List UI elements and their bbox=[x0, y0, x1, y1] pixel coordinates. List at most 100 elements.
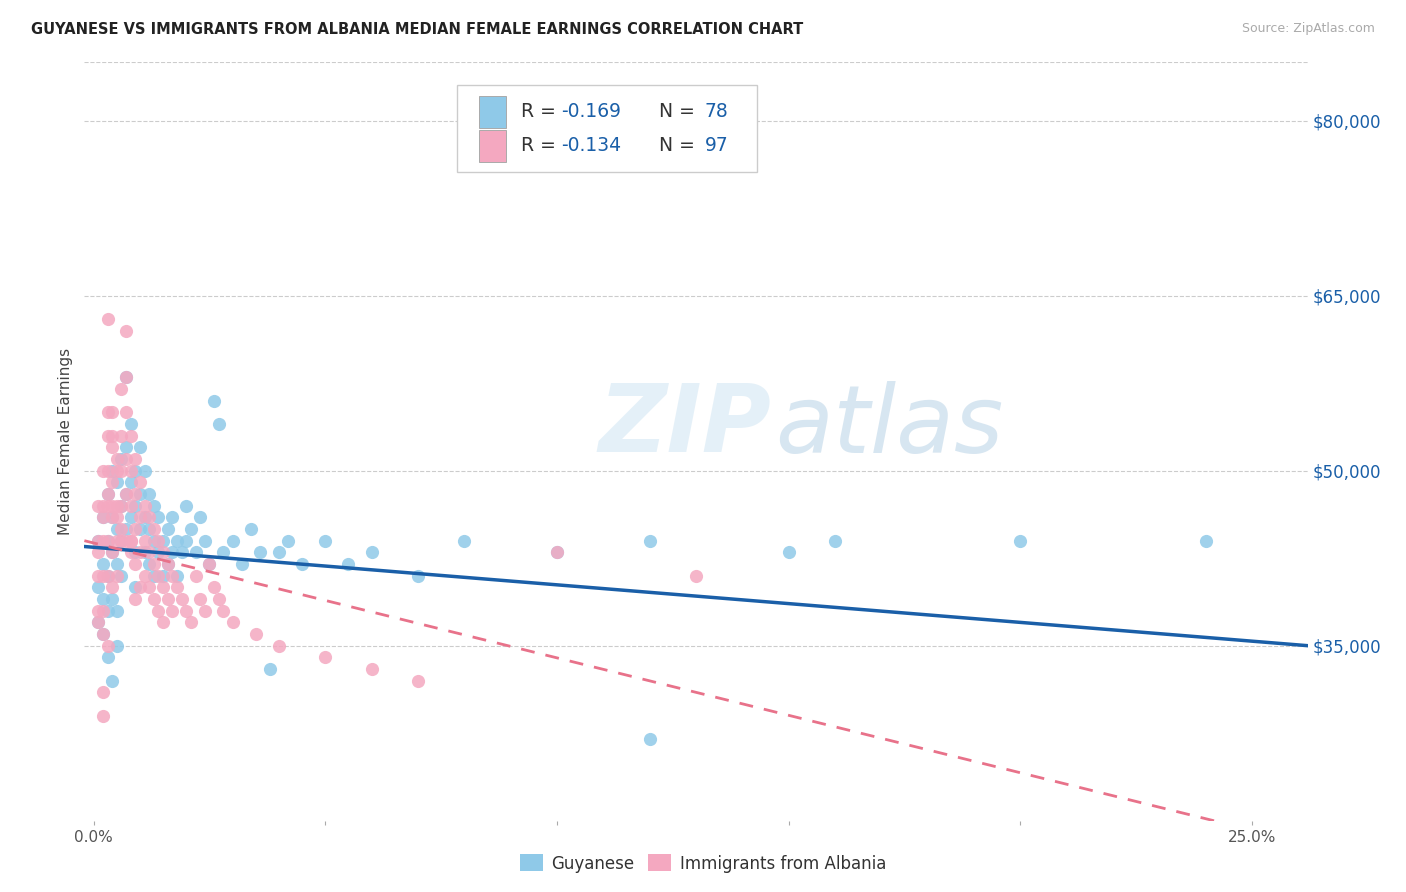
Point bbox=[120, 417, 142, 431]
Point bbox=[101, 592, 124, 607]
Point bbox=[124, 522, 146, 536]
FancyBboxPatch shape bbox=[479, 95, 506, 128]
Point bbox=[96, 568, 118, 582]
Point bbox=[87, 580, 110, 594]
Point bbox=[142, 592, 165, 607]
Point bbox=[115, 487, 138, 501]
Point bbox=[314, 533, 336, 548]
Point bbox=[188, 592, 211, 607]
Point bbox=[134, 545, 156, 559]
Text: N =: N = bbox=[641, 136, 700, 155]
Point bbox=[87, 604, 110, 618]
Point bbox=[129, 510, 152, 524]
Point bbox=[277, 533, 299, 548]
Point bbox=[148, 568, 170, 582]
Y-axis label: Median Female Earnings: Median Female Earnings bbox=[58, 348, 73, 535]
Point bbox=[406, 568, 429, 582]
Point bbox=[174, 499, 197, 513]
Point bbox=[105, 557, 128, 571]
Point bbox=[87, 615, 110, 630]
Point bbox=[101, 510, 124, 524]
Point bbox=[245, 627, 267, 641]
Point bbox=[101, 405, 124, 419]
Point bbox=[314, 650, 336, 665]
Point bbox=[152, 580, 174, 594]
Point bbox=[91, 627, 114, 641]
Point bbox=[824, 533, 846, 548]
Point bbox=[198, 557, 221, 571]
Point bbox=[221, 533, 243, 548]
Point bbox=[202, 580, 225, 594]
Point bbox=[638, 731, 661, 746]
Point bbox=[156, 557, 179, 571]
Text: 97: 97 bbox=[704, 136, 728, 155]
Point bbox=[360, 662, 382, 676]
Point bbox=[124, 580, 146, 594]
Point bbox=[360, 545, 382, 559]
Point bbox=[249, 545, 271, 559]
Point bbox=[453, 533, 475, 548]
Point bbox=[152, 533, 174, 548]
Point bbox=[166, 568, 188, 582]
Point bbox=[115, 522, 138, 536]
Point bbox=[546, 545, 568, 559]
Point bbox=[87, 568, 110, 582]
Point bbox=[129, 487, 152, 501]
Point bbox=[91, 510, 114, 524]
Point bbox=[134, 568, 156, 582]
Point bbox=[259, 662, 281, 676]
Point bbox=[110, 382, 132, 396]
Point bbox=[152, 615, 174, 630]
Point bbox=[115, 370, 138, 384]
Point bbox=[96, 568, 118, 582]
Point bbox=[110, 464, 132, 478]
Point bbox=[91, 592, 114, 607]
Text: ZIP: ZIP bbox=[598, 380, 770, 473]
Point bbox=[1010, 533, 1032, 548]
Point bbox=[115, 441, 138, 455]
Point bbox=[1195, 533, 1218, 548]
Point bbox=[134, 464, 156, 478]
FancyBboxPatch shape bbox=[479, 130, 506, 161]
Point bbox=[110, 452, 132, 467]
Point bbox=[96, 499, 118, 513]
Point bbox=[115, 324, 138, 338]
Point bbox=[101, 510, 124, 524]
Point bbox=[105, 452, 128, 467]
Point bbox=[124, 557, 146, 571]
Point bbox=[115, 487, 138, 501]
Point bbox=[120, 533, 142, 548]
Point bbox=[110, 533, 132, 548]
Point bbox=[406, 673, 429, 688]
Point bbox=[124, 464, 146, 478]
Point bbox=[174, 604, 197, 618]
Point bbox=[156, 522, 179, 536]
Point bbox=[198, 557, 221, 571]
Point bbox=[105, 568, 128, 582]
Point bbox=[105, 499, 128, 513]
Point bbox=[138, 510, 160, 524]
Point bbox=[87, 499, 110, 513]
Point bbox=[120, 510, 142, 524]
Point bbox=[638, 533, 661, 548]
Point bbox=[96, 639, 118, 653]
Point bbox=[96, 487, 118, 501]
Point bbox=[180, 615, 202, 630]
Point bbox=[87, 533, 110, 548]
Text: 78: 78 bbox=[704, 103, 728, 121]
Point bbox=[162, 510, 184, 524]
Point bbox=[129, 522, 152, 536]
Point bbox=[184, 545, 207, 559]
Point bbox=[194, 533, 217, 548]
Point bbox=[105, 464, 128, 478]
Point bbox=[91, 604, 114, 618]
Point bbox=[120, 464, 142, 478]
Point bbox=[184, 568, 207, 582]
Text: -0.134: -0.134 bbox=[561, 136, 621, 155]
Point bbox=[115, 452, 138, 467]
Point bbox=[212, 545, 235, 559]
Point bbox=[337, 557, 360, 571]
Point bbox=[138, 580, 160, 594]
Point bbox=[96, 533, 118, 548]
Point bbox=[110, 499, 132, 513]
